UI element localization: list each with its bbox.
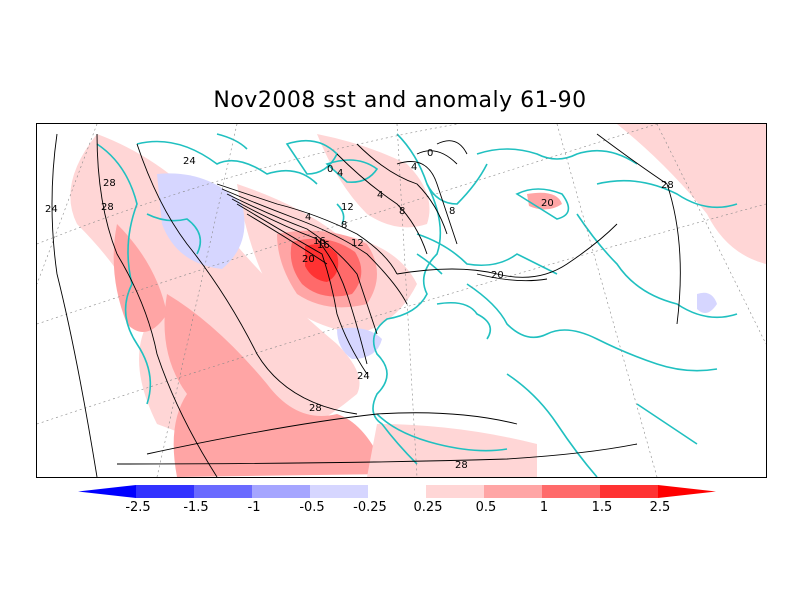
anomaly-pos-northeast [617, 124, 766, 264]
contour-label: 28 [103, 178, 116, 189]
contour-label: 24 [183, 156, 196, 167]
hemisphere-edge [37, 454, 177, 477]
colorbar-label-6: 0.5 [475, 500, 497, 515]
contour-labels: 24 28 28 24 24 28 28 20 16 12 8 4 4 0 0 … [45, 148, 674, 471]
colorbar-swatch [484, 485, 542, 498]
contour-label: 24 [357, 371, 370, 382]
map-frame: 24 28 28 24 24 28 28 20 16 12 8 4 4 0 0 … [36, 123, 767, 478]
contour-label: 28 [309, 403, 322, 414]
contour-label: 8 [449, 206, 455, 217]
contour-label: 4 [411, 162, 417, 173]
anomaly-neg-iberia [337, 327, 382, 359]
contour-label: 28 [455, 460, 468, 471]
colorbar-label-7: 1 [539, 500, 549, 515]
colorbar-swatch [194, 485, 252, 498]
contour-label: 16 [313, 236, 326, 247]
colorbar-label-9: 2.5 [649, 500, 671, 515]
contour-label: 24 [45, 204, 58, 215]
sst-contours [51, 133, 681, 477]
chart-title: Nov2008 sst and anomaly 61-90 [213, 88, 587, 113]
contour-label: 16 [317, 240, 330, 251]
contour-label: 0 [427, 148, 433, 159]
colorbar-swatch [600, 485, 658, 498]
contour-label: 20 [541, 198, 554, 209]
colorbar-swatch [658, 485, 716, 498]
colorbar-swatch [252, 485, 310, 498]
graticule [37, 124, 766, 477]
colorbar-label-1: -1.5 [183, 500, 209, 515]
colorbar [78, 485, 716, 498]
colorbar-swatch [542, 485, 600, 498]
colorbar-label-8: 1.5 [591, 500, 613, 515]
contour-label: 20 [302, 254, 315, 265]
colorbar-label-2: -1 [247, 500, 261, 515]
colorbar-label-0: -2.5 [125, 500, 151, 515]
colorbar-label-5: 0.25 [413, 500, 443, 515]
contour-label: 20 [491, 270, 504, 281]
contour-label: 12 [351, 238, 364, 249]
map-svg: 24 28 28 24 24 28 28 20 16 12 8 4 4 0 0 … [37, 124, 766, 477]
colorbar-swatch [78, 485, 136, 498]
anomaly-pos-light-1 [70, 134, 360, 454]
colorbar-swatch [136, 485, 194, 498]
contour-label: 28 [661, 180, 674, 191]
anomaly-pos-max [305, 244, 339, 282]
contour-label: 4 [377, 190, 383, 201]
colorbar-label-4: -0.25 [353, 500, 387, 515]
colorbar-label-3: -0.5 [299, 500, 325, 515]
anomaly-pos-mid-1 [164, 294, 387, 477]
anomaly-pos-atlantic [113, 224, 167, 332]
colorbar-swatch [368, 485, 426, 498]
contour-label: 4 [305, 212, 311, 223]
contour-label: 12 [341, 202, 354, 213]
contour-label: 0 [327, 164, 333, 175]
anomaly-neg-black-sea [697, 292, 717, 313]
anomaly-neg-labrador-light [157, 173, 245, 269]
contour-label: 4 [337, 168, 343, 179]
contour-label: 8 [399, 206, 405, 217]
anomaly-pos-south [367, 424, 537, 477]
colorbar-swatch [426, 485, 484, 498]
colorbar-swatch [310, 485, 368, 498]
contour-label: 8 [341, 220, 347, 231]
contour-label: 28 [101, 202, 114, 213]
